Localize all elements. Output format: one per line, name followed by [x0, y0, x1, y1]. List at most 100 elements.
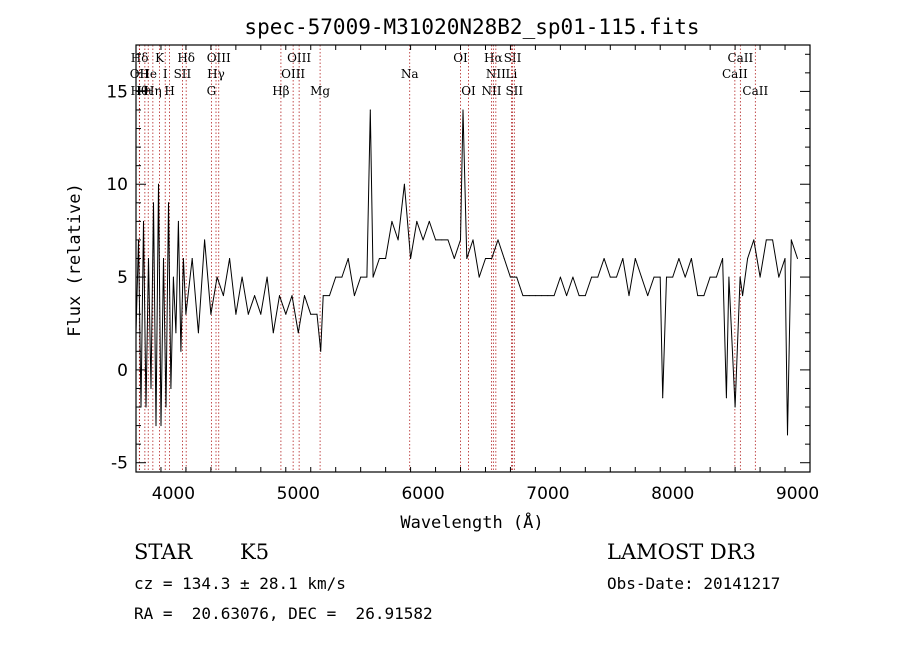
spectral-subclass: K5: [240, 540, 270, 564]
data-point: [709, 276, 711, 278]
line-marker-label: Hη: [144, 84, 162, 98]
data-point: [347, 258, 349, 259]
axes-layer: 4000 5000 6000 7000 8000 9000 -5 0 5 10 15: [106, 45, 819, 504]
data-point: [143, 220, 144, 222]
data-point: [304, 295, 305, 297]
data-point: [559, 276, 561, 278]
line-marker-label: SII: [174, 67, 192, 81]
x-tick-label: 7000: [526, 484, 569, 504]
line-marker-label: Hβ: [272, 84, 289, 98]
data-point: [369, 109, 371, 111]
line-marker-label: Mg: [310, 84, 330, 98]
data-point: [335, 276, 337, 278]
data-point: [672, 276, 674, 278]
data-point: [734, 406, 736, 408]
data-point: [725, 397, 727, 399]
line-marker-label: Hδ: [177, 51, 195, 65]
data-point: [703, 295, 705, 297]
data-point: [316, 313, 318, 315]
y-tick-label: -5: [111, 454, 128, 474]
x-tick-label: 8000: [651, 484, 694, 504]
data-point: [591, 276, 593, 278]
series-layer: [135, 109, 798, 436]
data-point: [462, 109, 464, 111]
data-point: [235, 313, 237, 315]
line-marker-label: NII: [486, 67, 506, 81]
line-marker-label: CaII: [727, 51, 753, 65]
data-point: [310, 313, 312, 315]
data-point: [266, 276, 268, 278]
data-point: [566, 295, 568, 297]
y-axis-label: Flux (relative): [65, 183, 85, 337]
data-point: [666, 276, 667, 278]
data-point: [229, 258, 231, 259]
data-point: [175, 332, 177, 334]
data-point: [403, 183, 405, 185]
data-point: [690, 258, 692, 259]
line-marker-label: OIII: [287, 51, 311, 65]
data-point: [422, 239, 424, 241]
data-point: [715, 276, 717, 278]
line-marker-label: CaII: [722, 67, 748, 81]
line-marker-label: OI: [461, 84, 476, 98]
data-point: [182, 258, 184, 259]
data-point: [622, 258, 624, 259]
data-point: [285, 313, 287, 315]
data-point: [416, 220, 418, 222]
data-point: [180, 350, 182, 352]
data-point: [170, 388, 172, 389]
data-point: [204, 239, 206, 241]
data-point: [616, 276, 617, 278]
data-point: [185, 313, 187, 315]
line-marker-label: Hα: [484, 51, 503, 65]
plot-frame: [135, 44, 811, 473]
data-point: [428, 220, 430, 222]
data-point: [341, 276, 343, 278]
data-point: [478, 276, 480, 278]
data-point: [435, 239, 437, 241]
data-point: [784, 258, 786, 259]
x-tick-label: 9000: [776, 484, 819, 504]
data-point: [787, 434, 788, 436]
data-point: [697, 295, 699, 297]
survey-name: LAMOST DR3: [607, 540, 756, 564]
redshift-readout: cz = 134.3 ± 28.1 km/s: [134, 574, 346, 593]
data-point: [447, 239, 449, 241]
y-tick-label: 5: [117, 268, 128, 288]
data-point: [360, 276, 362, 278]
data-point: [165, 406, 167, 408]
data-point: [534, 295, 536, 297]
data-point: [163, 258, 164, 259]
line-marker-label: H: [164, 84, 174, 98]
data-point: [772, 239, 774, 241]
data-point: [168, 202, 169, 204]
line-marker-label: SII: [504, 51, 522, 65]
data-point: [722, 258, 724, 259]
data-point: [797, 258, 798, 259]
y-tick-label: 15: [106, 82, 128, 102]
data-point: [678, 258, 680, 259]
data-point: [628, 295, 630, 297]
data-point: [247, 313, 249, 315]
data-point: [153, 202, 154, 204]
data-point: [297, 332, 299, 334]
x-tick-label: 4000: [152, 484, 195, 504]
line-marker-label: NII: [481, 84, 501, 98]
data-point: [572, 276, 574, 278]
data-point: [410, 258, 412, 259]
data-point: [578, 295, 580, 297]
data-point: [662, 397, 664, 399]
data-point: [378, 258, 380, 259]
data-point: [254, 295, 256, 297]
data-point: [453, 258, 455, 259]
line-marker-label: K: [155, 51, 165, 65]
data-point: [753, 239, 755, 241]
data-point: [145, 406, 147, 408]
line-marker-label: OIII: [281, 67, 305, 81]
data-point: [497, 239, 499, 241]
line-marker-label: OIII: [207, 51, 231, 65]
data-point: [765, 239, 767, 241]
data-point: [747, 258, 749, 259]
data-point: [197, 332, 199, 334]
data-point: [160, 425, 162, 427]
